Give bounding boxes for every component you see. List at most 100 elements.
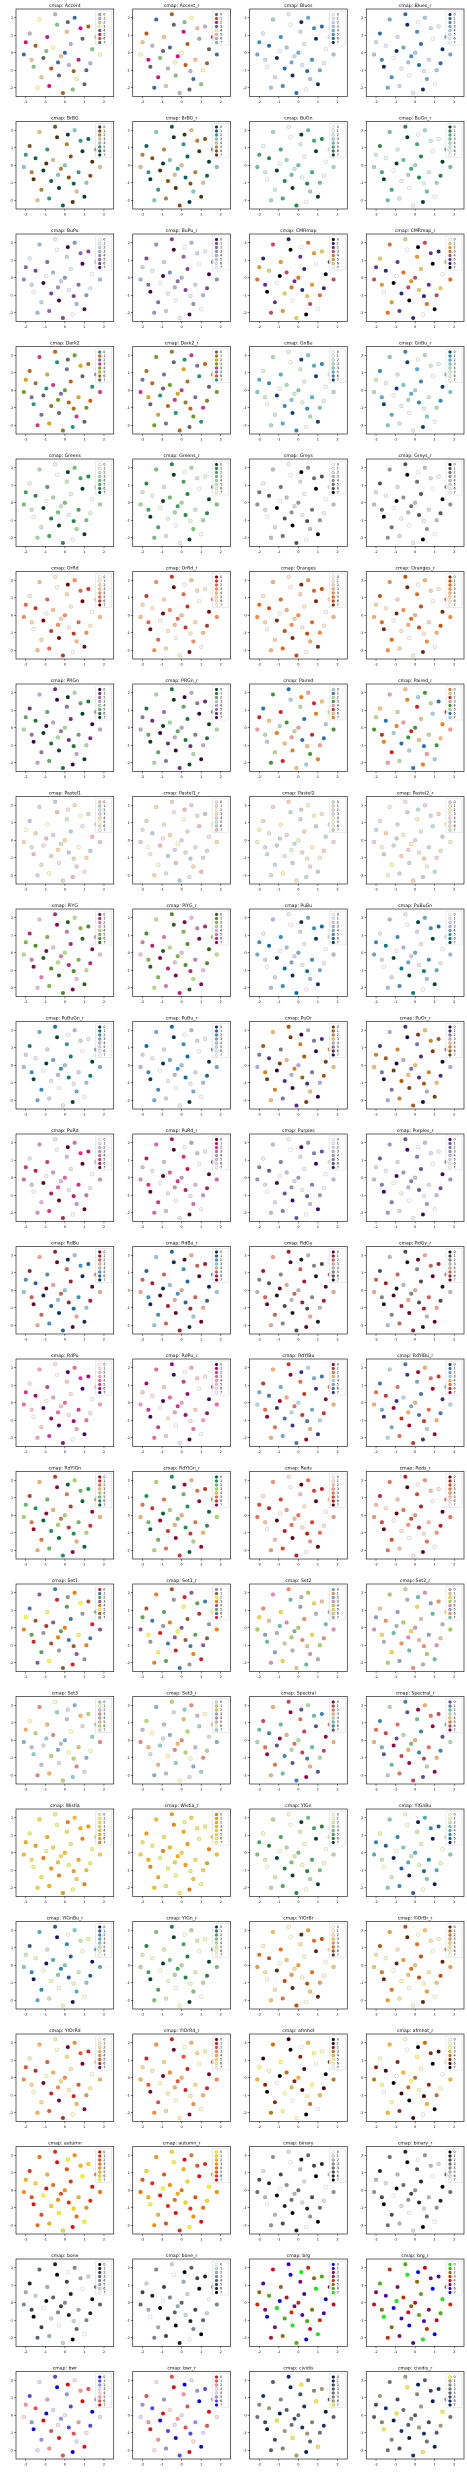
x-tick-label: 1	[83, 1000, 85, 1004]
legend-label: 3	[220, 362, 222, 366]
legend-label: 3	[103, 1375, 105, 1379]
y-tick-label: 0	[128, 1626, 131, 1630]
scatter-point	[57, 973, 61, 978]
x-tick-label: 1	[434, 1563, 436, 1567]
scatter-point	[312, 476, 316, 481]
scatter-point	[272, 1537, 277, 1542]
legend-marker	[331, 1599, 335, 1604]
scatter-point	[21, 390, 26, 394]
scatter-point	[277, 611, 282, 616]
legend-marker	[98, 32, 102, 37]
y-tick-label: -2	[243, 311, 247, 315]
scatter-point	[421, 294, 426, 299]
scatter-point	[438, 61, 443, 66]
scatter-point	[282, 854, 287, 858]
legend-marker	[331, 932, 335, 937]
legend-marker	[448, 599, 452, 603]
scatter-point	[53, 1362, 58, 1367]
scatter-point	[263, 1295, 268, 1300]
scatter-point	[319, 1487, 324, 1491]
scatter-point	[39, 525, 44, 530]
legend-marker	[448, 1483, 452, 1487]
scatter-point	[171, 1485, 176, 1490]
scatter-point	[80, 824, 85, 829]
scatter-point	[422, 578, 427, 583]
scatter-point	[288, 1147, 293, 1152]
legend-marker	[448, 36, 452, 41]
y-tick-label: -2	[360, 1324, 364, 1328]
legend-marker	[98, 36, 102, 41]
scatter-point	[300, 963, 305, 967]
scatter-point	[55, 1485, 60, 1490]
legend-label: 2	[454, 1146, 456, 1150]
scatter-point	[78, 1263, 83, 1268]
scatter-point	[146, 170, 151, 175]
legend-marker	[214, 137, 219, 141]
y-tick-label: -1	[126, 1531, 130, 1535]
x-tick-label: 2	[220, 663, 222, 667]
scatter-point	[152, 873, 157, 878]
legend-label: 2	[220, 921, 222, 925]
legend-marker	[448, 466, 452, 471]
legend-label: 1	[454, 917, 456, 921]
legend-marker	[331, 1378, 335, 1383]
scatter-point	[56, 1522, 61, 1527]
scatter-point	[399, 966, 404, 971]
scatter-point	[182, 357, 187, 362]
y-tick-label: 0	[128, 614, 131, 618]
scatter-point	[421, 1419, 426, 1424]
scatter-point	[411, 316, 416, 320]
scatter-point	[98, 1740, 103, 1744]
x-tick-label: 0	[180, 1338, 183, 1342]
scatter-point	[173, 1311, 178, 1315]
legend-marker	[98, 1615, 102, 1620]
legend-label: 6	[103, 599, 105, 603]
scatter-point	[183, 963, 188, 967]
scatter-point	[182, 1595, 187, 1600]
legend-label: 7	[220, 378, 222, 382]
scatter-point	[58, 54, 63, 59]
y-tick-label: 2	[11, 579, 13, 583]
scatter-point	[66, 1300, 71, 1305]
scatter-point	[420, 200, 425, 204]
x-tick-label: -2	[141, 100, 145, 104]
x-tick-label: 2	[220, 100, 222, 104]
scatter-point	[420, 650, 425, 654]
scatter-point	[315, 1207, 320, 1212]
scatter-point	[302, 1504, 307, 1509]
scatter-point	[381, 852, 386, 857]
legend-label: 2	[454, 1033, 456, 1037]
scatter-point	[144, 931, 149, 936]
legend-label: 5	[103, 933, 105, 937]
scatter-point	[436, 812, 441, 816]
scatter-point	[257, 152, 262, 157]
y-tick-label: -1	[10, 1419, 14, 1423]
x-tick-label: 1	[83, 213, 85, 217]
scatter-point	[290, 186, 295, 190]
scatter-point	[162, 597, 167, 602]
scatter-point	[280, 1096, 285, 1101]
scatter-point	[428, 476, 433, 481]
scatter-point	[428, 701, 433, 706]
scatter-point	[47, 984, 52, 988]
x-tick-label: 0	[297, 1563, 300, 1567]
legend-marker	[331, 1595, 335, 1600]
legend-label: 2	[103, 21, 105, 25]
scatter-point	[399, 66, 404, 71]
legend-label: 4	[220, 929, 222, 933]
legend-marker	[331, 928, 335, 933]
legend-marker	[214, 687, 219, 692]
scatter-point	[154, 1367, 159, 1372]
scatter-point	[277, 836, 282, 841]
y-tick-label: 2	[11, 1704, 13, 1708]
scatter-point	[33, 43, 38, 48]
legend-label: 2	[454, 583, 456, 587]
scatter-point	[292, 166, 297, 171]
legend-label: 7	[103, 1053, 105, 1057]
legend-marker	[331, 687, 335, 692]
legend-label: 5	[337, 33, 339, 37]
scatter-point	[62, 1175, 67, 1180]
scatter-point	[82, 194, 87, 199]
scatter-point	[407, 186, 412, 190]
